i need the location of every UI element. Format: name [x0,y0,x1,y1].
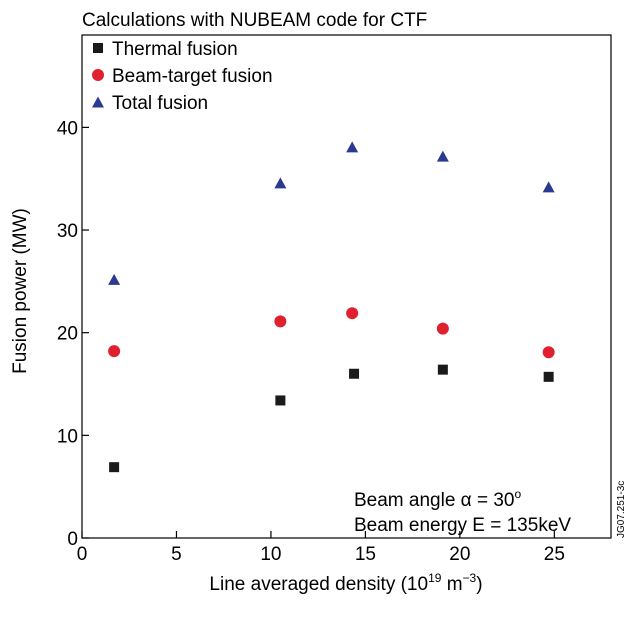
y-tick-label: 0 [67,529,78,550]
data-points [108,141,555,473]
x-tick-label: 15 [355,544,376,565]
data-point [108,273,121,285]
x-tick-label: 5 [171,544,182,565]
legend-label: Total fusion [112,93,208,114]
data-point [274,177,287,189]
y-tick-label: 30 [57,221,78,242]
legend: Thermal fusion Beam-target fusion Total fu… [92,39,273,114]
legend-label: Beam-target fusion [112,66,273,87]
annotation-beam-angle: Beam angle α = 30o [354,487,521,511]
y-tick-label: 10 [57,426,78,447]
data-point [346,141,359,153]
x-tick-label: 25 [544,544,565,565]
data-point [543,371,554,382]
legend-marker [93,43,103,53]
annotation-beam-energy: Beam energy E = 135keV [354,515,571,536]
y-tick-label: 40 [57,118,78,139]
data-point [436,150,449,162]
data-point [542,346,555,359]
figure-id: JG07.251-3c [616,481,625,538]
data-point [108,345,121,358]
legend-label: Thermal fusion [112,39,238,60]
y-axis-label: Fusion power (MW) [10,208,31,374]
data-point [346,307,359,320]
axis-ticks: 0 5 10 15 20 25 0 10 20 30 40 [57,118,565,565]
data-point [437,364,448,375]
x-tick-label: 20 [449,544,470,565]
data-point [109,462,120,473]
y-tick-label: 20 [57,324,78,345]
x-tick-label: 0 [77,544,88,565]
plot-frame [81,34,612,539]
data-point [275,395,286,406]
x-tick-label: 10 [260,544,281,565]
chart-title: Calculations with NUBEAM code for CTF [82,10,427,31]
x-axis-label: Line averaged density (1019 m−3) [209,571,482,595]
data-point [349,368,360,379]
data-point [274,315,287,328]
data-point [542,181,555,193]
data-point [436,322,449,335]
legend-marker [92,69,104,81]
legend-marker [92,96,104,108]
